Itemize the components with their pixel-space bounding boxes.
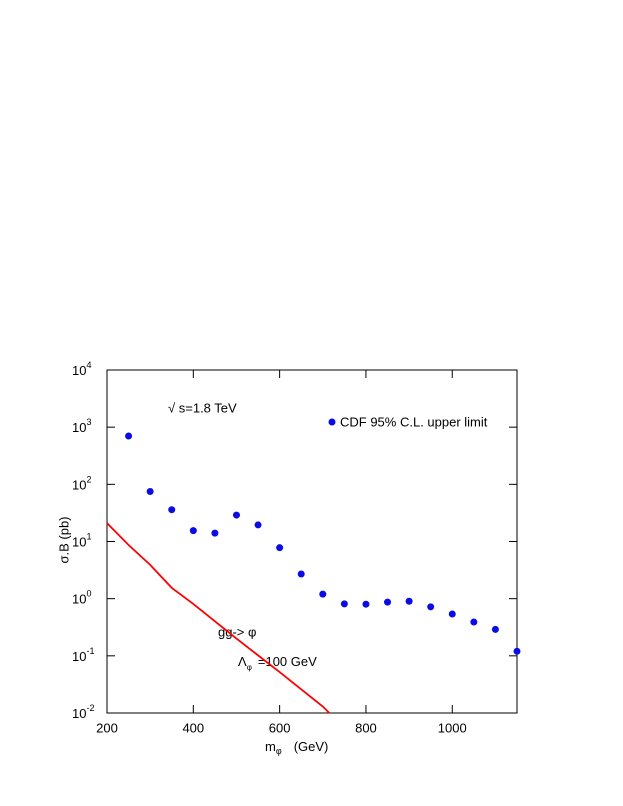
y-tick-label: 102 bbox=[72, 475, 91, 493]
data-point bbox=[427, 603, 435, 611]
y-tick-label: 10-1 bbox=[72, 646, 94, 664]
data-point bbox=[448, 610, 456, 618]
y-tick-base: 10 bbox=[72, 478, 86, 493]
y-tick-label: 103 bbox=[72, 418, 91, 436]
y-tick-base: 10 bbox=[72, 363, 86, 378]
y-axis-label: σ.B (pb) bbox=[56, 516, 71, 563]
y-tick-label: 104 bbox=[72, 360, 91, 378]
data-point bbox=[189, 527, 197, 535]
data-line bbox=[106, 522, 330, 714]
y-tick-label: 10-2 bbox=[72, 703, 94, 721]
data-point bbox=[470, 618, 478, 626]
data-point bbox=[276, 544, 284, 552]
x-tick-label: 400 bbox=[182, 720, 204, 735]
data-point bbox=[125, 432, 133, 440]
y-tick-base: 10 bbox=[72, 421, 86, 436]
y-tick-exponent: 2 bbox=[86, 475, 91, 485]
data-point bbox=[340, 600, 348, 608]
data-point bbox=[405, 597, 413, 605]
data-point bbox=[232, 511, 240, 519]
y-tick-exponent: 3 bbox=[86, 418, 91, 428]
y-tick-label: 101 bbox=[72, 532, 91, 550]
x-label-unit: (GeV) bbox=[294, 739, 329, 754]
legend-label: CDF 95% C.L. upper limit bbox=[340, 414, 488, 429]
data-point bbox=[168, 506, 176, 514]
x-label-main: m bbox=[265, 739, 276, 754]
data-point bbox=[384, 598, 392, 606]
y-tick-exponent: -1 bbox=[86, 646, 94, 656]
annotation-sub: φ bbox=[247, 663, 252, 672]
annotation-main: Λ bbox=[238, 654, 247, 669]
x-tick-label: 600 bbox=[269, 720, 291, 735]
data-point bbox=[211, 529, 219, 537]
y-tick-base: 10 bbox=[72, 649, 86, 664]
data-point bbox=[513, 647, 521, 655]
data-point bbox=[146, 487, 154, 495]
y-tick-exponent: 1 bbox=[86, 532, 91, 542]
data-point bbox=[297, 570, 305, 578]
x-tick-label: 800 bbox=[355, 720, 377, 735]
y-tick-base: 10 bbox=[72, 592, 86, 607]
legend-marker bbox=[328, 418, 336, 426]
x-tick-label: 200 bbox=[96, 720, 118, 735]
y-tick-base: 10 bbox=[72, 706, 86, 721]
annotation: √ s=1.8 TeV bbox=[168, 400, 237, 415]
y-tick-exponent: 0 bbox=[86, 589, 91, 599]
x-axis-label: mφ (GeV) bbox=[265, 739, 328, 756]
y-tick-exponent: -2 bbox=[86, 703, 94, 713]
y-tick-exponent: 4 bbox=[86, 360, 91, 370]
annotation: gg-> φ bbox=[218, 624, 256, 639]
data-point bbox=[491, 625, 499, 633]
data-point bbox=[362, 600, 370, 608]
data-point bbox=[319, 590, 327, 598]
x-tick-label: 1000 bbox=[438, 720, 467, 735]
y-tick-label: 100 bbox=[72, 589, 91, 607]
y-tick-base: 10 bbox=[72, 535, 86, 550]
data-point bbox=[254, 521, 262, 529]
x-label-sub: φ bbox=[276, 746, 282, 756]
